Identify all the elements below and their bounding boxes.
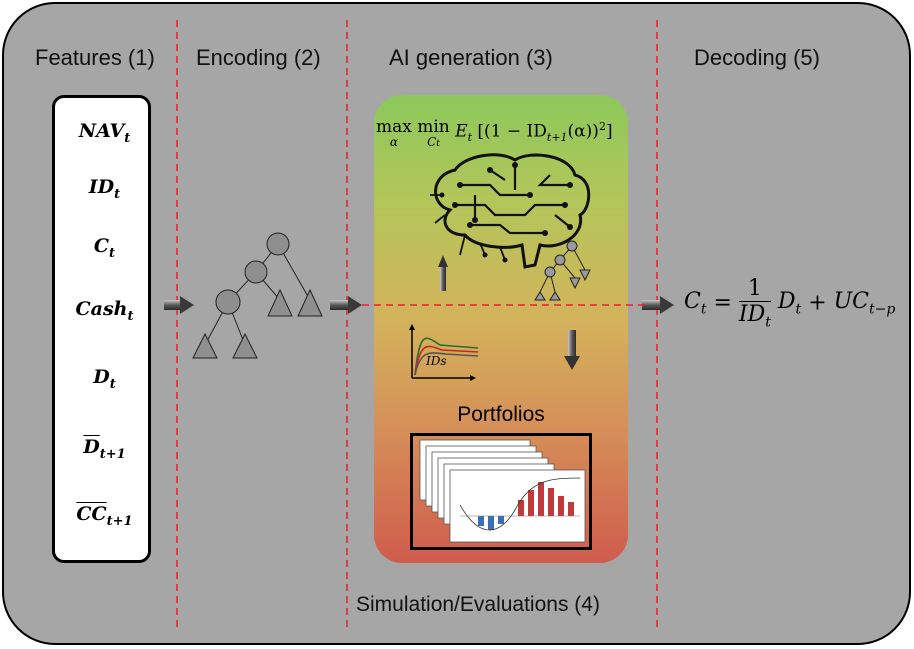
portfolios-frame — [410, 433, 592, 550]
ai-tree-icon — [534, 240, 591, 301]
flow-arrow-encoding-to-ai — [330, 296, 362, 314]
up-arrow — [438, 255, 448, 291]
portfolios-title: Portfolios — [457, 403, 545, 426]
feature-nav: NAVt — [78, 120, 131, 146]
phase-title-encoding: Encoding (2) — [196, 45, 321, 70]
encoding-tree — [192, 232, 323, 359]
feature-d: Dt — [93, 366, 116, 392]
simulation-label: Simulation/Evaluations (4) — [356, 593, 600, 616]
feature-cc-hat: CCt+1 — [76, 503, 133, 529]
portfolio-pages-icon — [419, 439, 586, 543]
down-arrow — [564, 330, 580, 370]
phase-title-decoding: Decoding (5) — [694, 45, 820, 70]
decoding-formula: Ct = 1 IDt Dt + UCt−p — [684, 276, 896, 331]
brain-circuit-icon — [430, 153, 591, 269]
features-box: NAVt IDt Ct Casht Dt Dt+1 CCt+1 — [52, 95, 151, 563]
feature-id: IDt — [88, 176, 121, 202]
flow-arrow-ai-to-decoding — [642, 296, 674, 314]
ids-axis-label: IDs — [426, 354, 447, 368]
objective-formula: max α min Ct Et [(1 − IDt+1(α))2] — [376, 117, 613, 150]
flow-arrow-features-to-encoding — [164, 296, 194, 314]
phase-title-ai-generation: AI generation (3) — [389, 45, 553, 70]
feature-d-hat: Dt+1 — [83, 436, 126, 462]
phase-title-features: Features (1) — [35, 45, 155, 70]
ids-mini-chart — [409, 324, 479, 381]
feature-cash: Casht — [75, 298, 134, 324]
feature-c: Ct — [93, 235, 116, 261]
